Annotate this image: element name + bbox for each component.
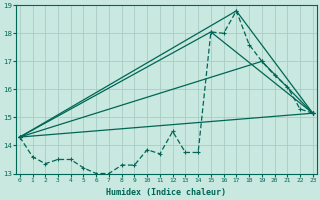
X-axis label: Humidex (Indice chaleur): Humidex (Indice chaleur) <box>106 188 226 197</box>
